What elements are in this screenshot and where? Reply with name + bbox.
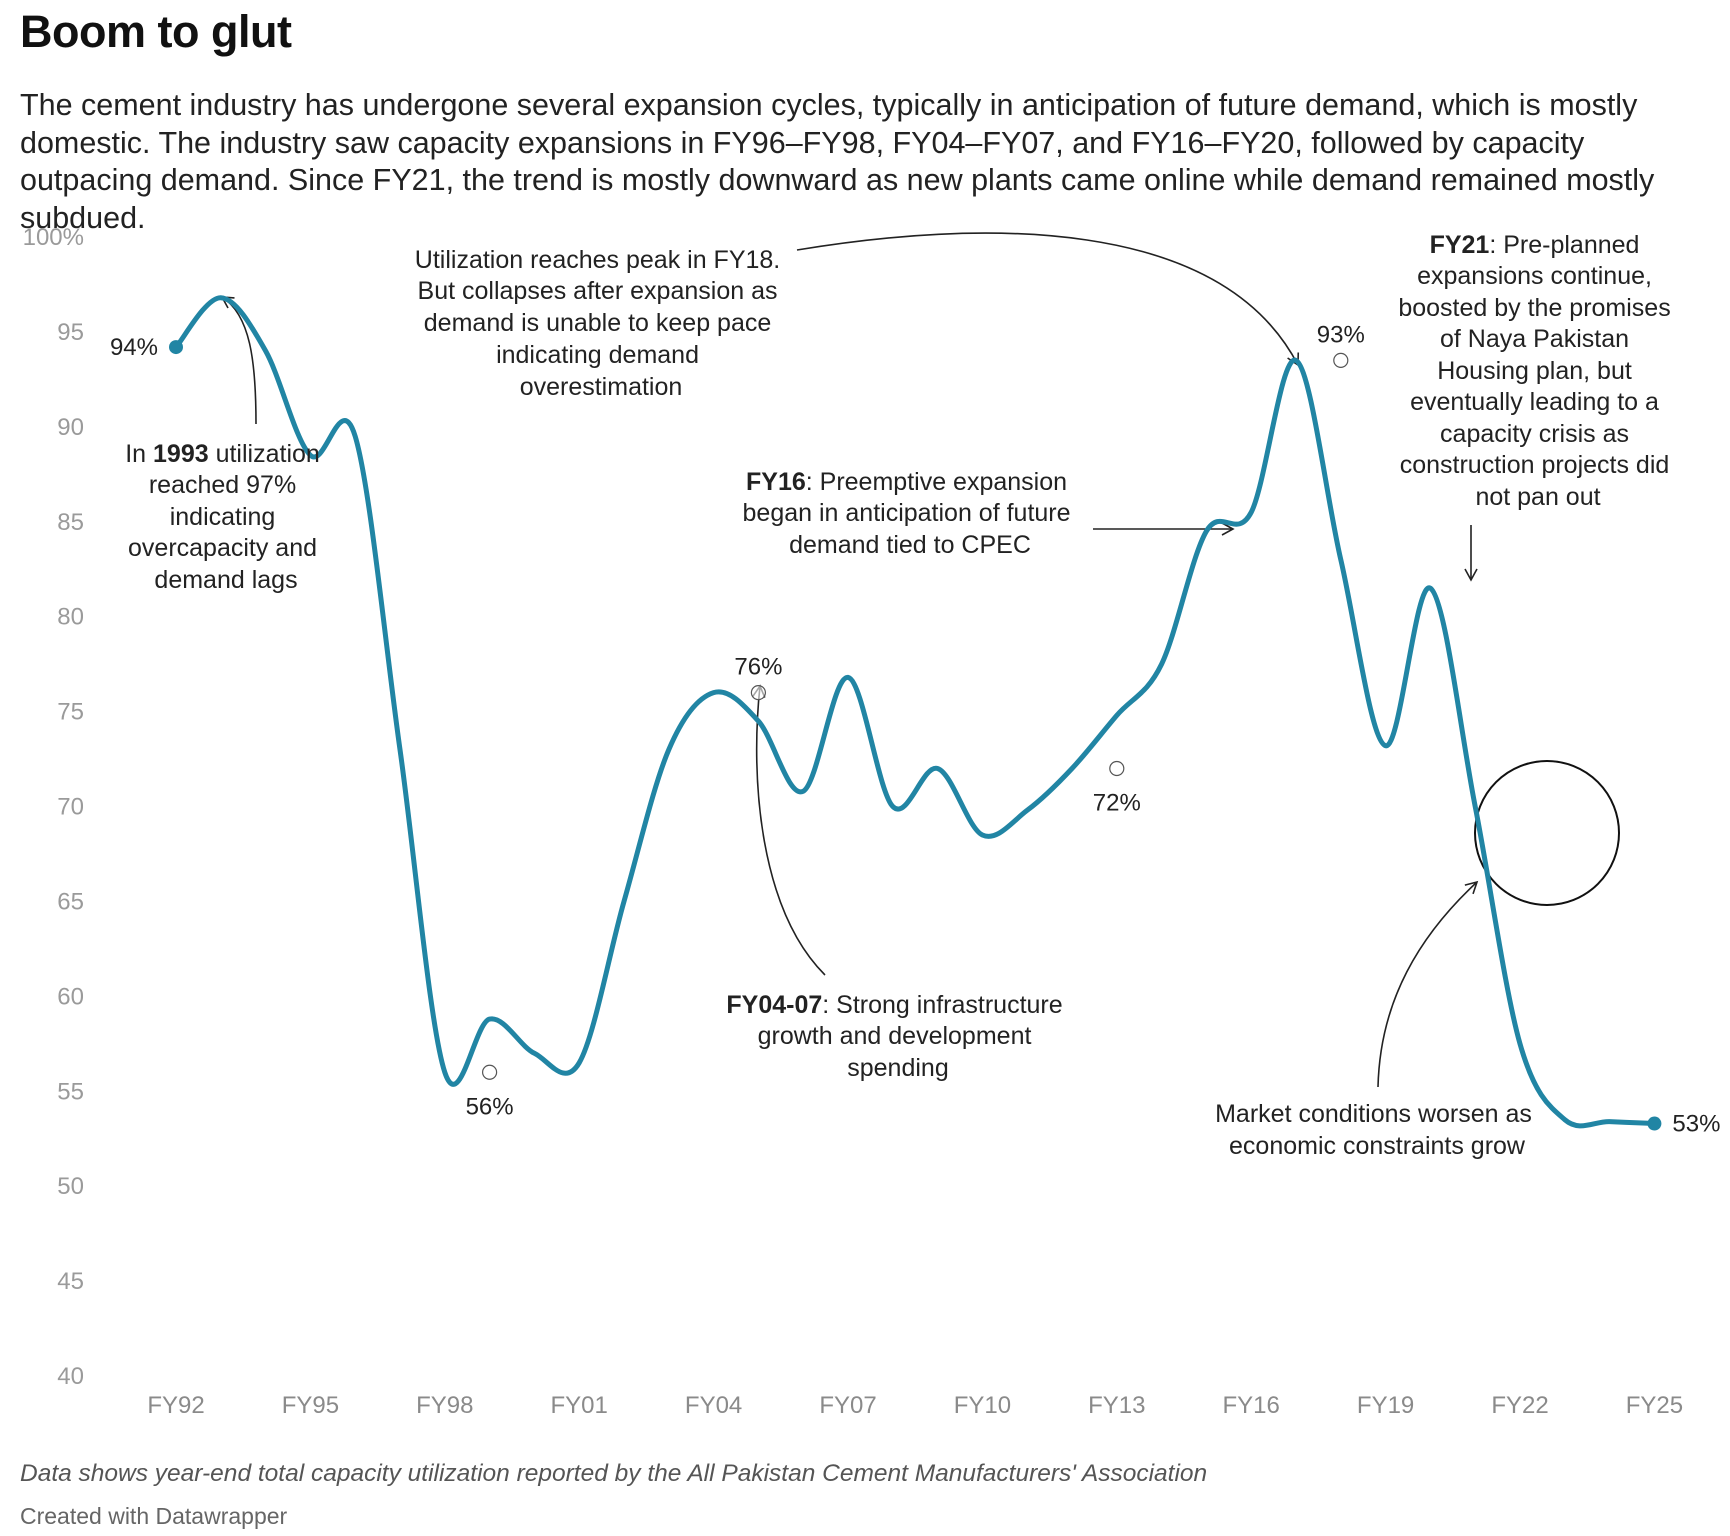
annotation-1993: In 1993 utilization reached 97% indicati… [125,440,327,594]
chart-note: Data shows year-end total capacity utili… [20,1460,1208,1487]
x-tick-label: FY19 [1357,1392,1414,1419]
y-tick-label: 85 [57,509,84,536]
y-tick-label: 70 [57,794,84,821]
chart-title: Boom to glut [20,6,292,57]
annotation-peak: Utilization reaches peak in FY18. But co… [415,246,787,401]
data-point-marker [750,684,767,701]
arrow-fy0407 [752,684,826,976]
chart-credit: Created with Datawrapper [20,1503,288,1529]
data-label: 76% [734,654,782,681]
y-tick-label: 60 [57,983,84,1010]
x-tick-label: FY07 [819,1392,876,1419]
x-tick-label: FY22 [1491,1392,1548,1419]
highlight-circle [1474,760,1620,906]
y-tick-label: 90 [57,414,84,441]
arrow-market [1377,880,1479,1088]
y-tick-label: 80 [57,604,84,631]
y-axis-ticks: 100% 95 90 85 80 75 70 65 60 55 50 45 40 [23,224,84,1390]
data-label: 93% [1317,321,1365,348]
y-tick-label: 50 [57,1173,84,1200]
series-line-capacity-utilization [173,295,1657,1129]
data-label: 56% [466,1093,514,1120]
annotation-fy21: FY21: Pre-planned expansions continue, b… [1398,231,1677,511]
data-point-marker [169,340,183,355]
data-point-marker [1333,352,1349,368]
data-point-marker [1647,1116,1662,1131]
x-tick-label: FY10 [954,1392,1011,1419]
x-axis-ticks: FY92 FY95 FY98 FY01 FY04 FY07 FY10 FY13 FY16 FY19… [147,1392,1683,1419]
x-tick-label: FY95 [282,1392,339,1419]
y-tick-label: 95 [57,319,84,346]
chart-subtitle: The cement industry has undergone severa… [20,88,1655,235]
y-tick-label: 55 [57,1078,84,1105]
x-tick-label: FY04 [685,1392,742,1419]
y-tick-label: 45 [57,1268,84,1295]
y-tick-label: 40 [57,1363,84,1390]
x-tick-label: FY01 [551,1392,608,1419]
annotation-market: Market conditions worsen as economic con… [1215,1100,1539,1160]
x-tick-label: FY25 [1626,1392,1683,1419]
data-labels: 94% 56% 76% 72% 93% 53% [110,321,1720,1137]
annotation-fy16: FY16: Preemptive expansion began in anti… [743,468,1078,559]
data-label: 53% [1672,1111,1720,1138]
x-tick-label: FY16 [1223,1392,1280,1419]
y-tick-label: 100% [23,224,84,251]
annotation-arrows [220,232,1479,1088]
data-label: 72% [1093,790,1141,817]
arrow-1993 [220,296,257,425]
x-tick-label: FY13 [1088,1392,1145,1419]
x-tick-label: FY92 [147,1392,204,1419]
y-tick-label: 75 [57,699,84,726]
annotation-fy04-07: FY04-07: Strong infrastructure growth an… [726,991,1069,1082]
data-point-marker [482,1064,498,1080]
y-tick-label: 65 [57,888,84,915]
data-point-markers [169,340,1662,1131]
arrow-peak [796,232,1300,367]
x-tick-label: FY98 [416,1392,473,1419]
data-point-marker [1109,760,1125,777]
data-label: 94% [110,334,158,361]
